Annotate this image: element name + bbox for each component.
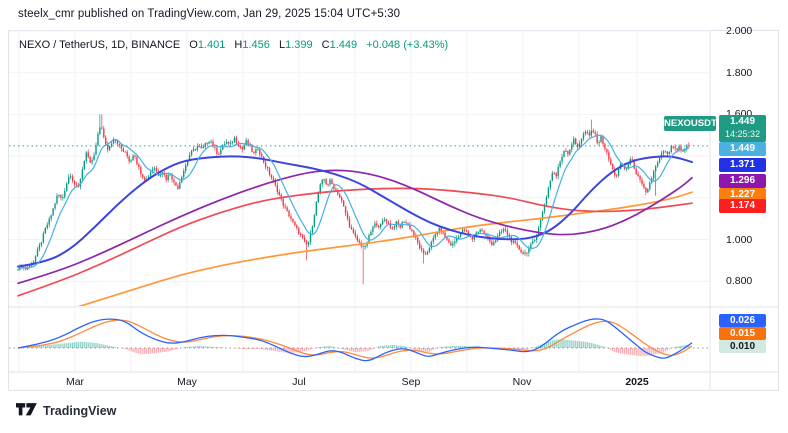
time-axis-tick: Nov xyxy=(512,376,532,388)
ohlc-high-value: 1.456 xyxy=(242,39,270,51)
ohlc-change: +0.048 (+3.43%) xyxy=(366,39,449,51)
ohlc-low-label: L xyxy=(278,39,286,51)
tradingview-branding[interactable]: TradingView xyxy=(16,403,116,418)
time-axis-tick: Mar xyxy=(65,376,85,388)
ohlc-close-label: C xyxy=(321,39,330,51)
symbol-price-tag: NEXOUSDT xyxy=(664,116,717,131)
price-axis-tick: 1.000 xyxy=(726,234,753,246)
tradingview-logo-text: TradingView xyxy=(43,403,117,418)
ma-blue xyxy=(17,155,693,268)
macd-value-label: 0.015 xyxy=(719,327,766,340)
ohlc-low-value: 1.399 xyxy=(285,39,313,51)
price-axis-tick: 2.000 xyxy=(726,25,753,37)
tradingview-logo-icon xyxy=(16,403,37,416)
symbol-title[interactable]: NEXO / TetherUS, 1D, BINANCE xyxy=(19,39,181,51)
time-axis-tick: 2025 xyxy=(625,376,649,388)
macd-value-label: 0.026 xyxy=(719,314,766,327)
time-axis-tick: May xyxy=(177,376,197,388)
ma-price-label: 1.227 xyxy=(719,188,766,202)
ohlc-open-value: 1.401 xyxy=(197,39,226,51)
ohlc-open-label: O xyxy=(189,39,198,51)
ohlc-close-value: 1.449 xyxy=(329,39,358,51)
ma-orange xyxy=(77,191,693,306)
ma-lightblue xyxy=(17,134,690,271)
ma-price-label: 1.371 xyxy=(719,158,766,172)
bar-countdown: 14:25:32 xyxy=(724,129,761,139)
ma-price-label: 1.174 xyxy=(719,199,766,213)
ma-red xyxy=(17,187,693,297)
ohlc-high-label: H xyxy=(234,39,243,51)
price-axis-tick: 0.800 xyxy=(726,275,753,287)
price-chart-canvas[interactable] xyxy=(8,30,779,391)
last-price-value: 1.449 xyxy=(729,116,756,127)
price-axis-tick: 1.800 xyxy=(726,67,753,79)
ma-price-label: 1.296 xyxy=(719,174,766,188)
chart-legend: NEXO / TetherUS, 1D, BINANCE O1.401 H1.4… xyxy=(19,39,448,51)
ma-purple xyxy=(17,169,693,285)
publish-attribution: steelx_cmr published on TradingView.com,… xyxy=(18,8,401,20)
chart-panel xyxy=(8,30,779,391)
last-price-label: 1.449 14:25:32 xyxy=(719,115,766,142)
time-axis-tick: Sep xyxy=(401,376,421,388)
ma-price-label: 1.449 xyxy=(719,142,766,156)
macd-value-label: 0.010 xyxy=(719,340,766,353)
time-axis-tick: Jul xyxy=(292,376,306,388)
